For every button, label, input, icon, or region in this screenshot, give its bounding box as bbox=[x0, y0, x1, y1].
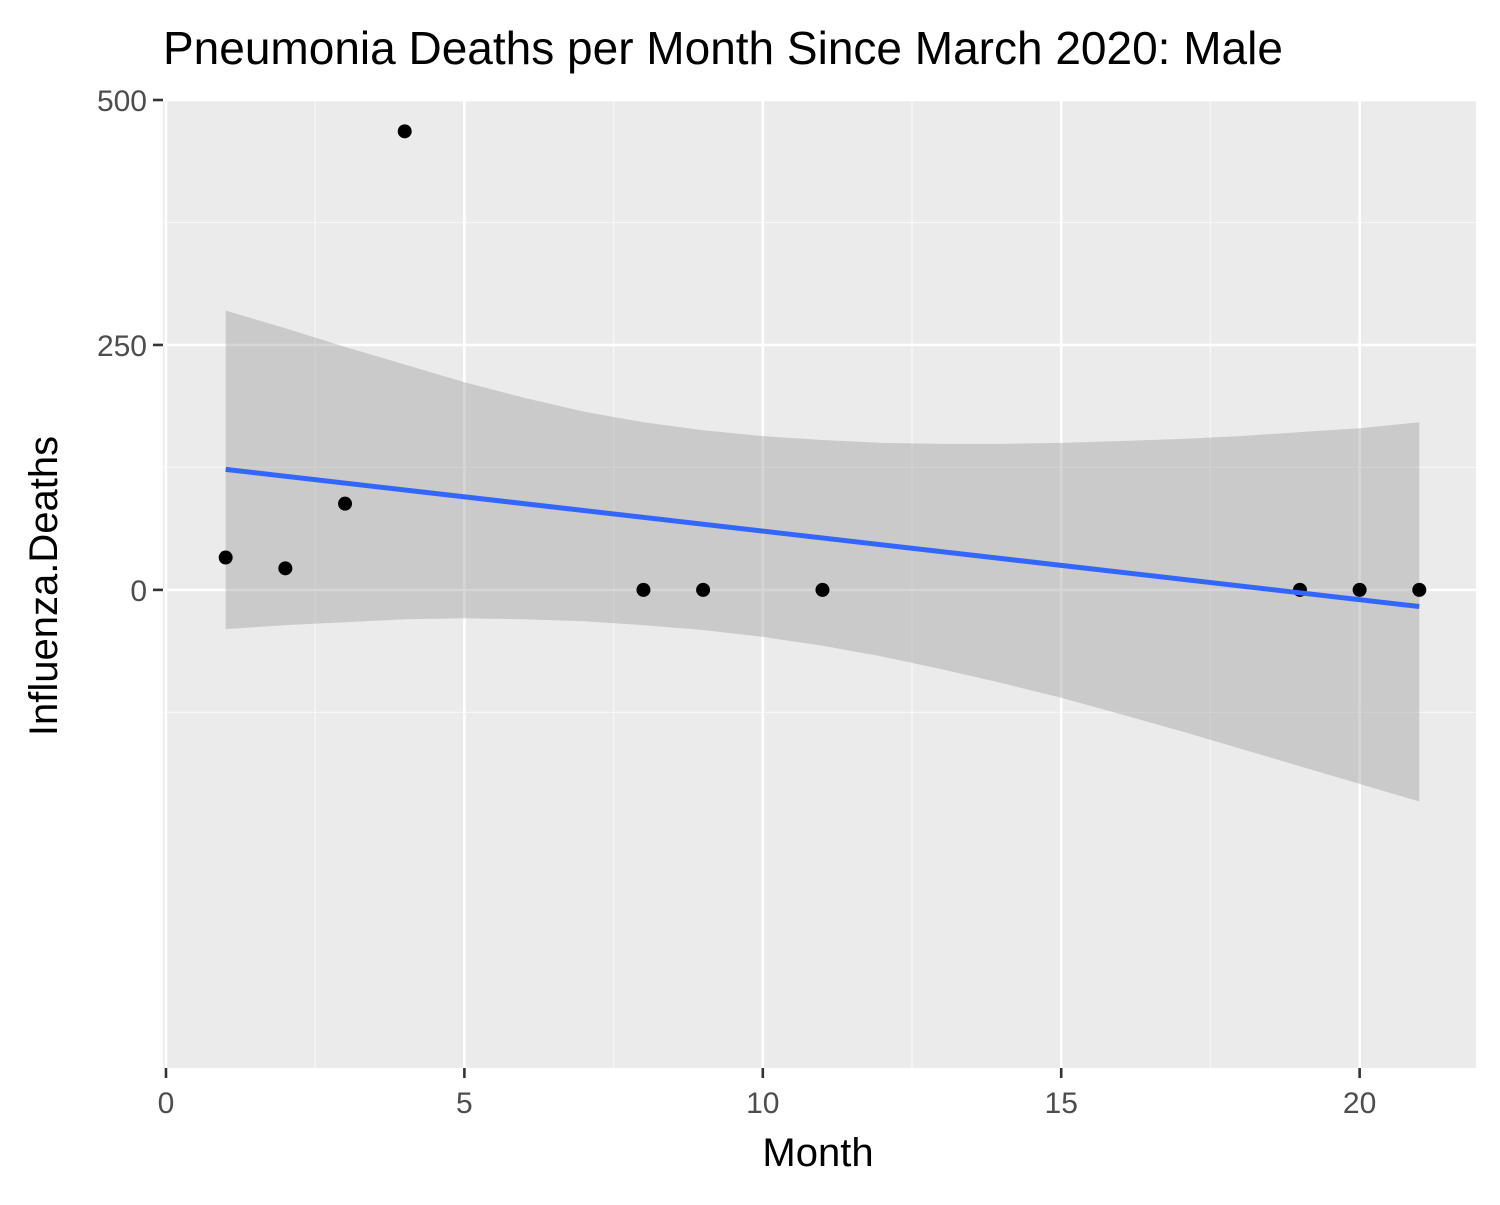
data-point bbox=[1352, 582, 1367, 597]
data-point bbox=[397, 124, 412, 139]
points-layer bbox=[218, 124, 1427, 597]
y-tick-label: 500 bbox=[97, 85, 147, 118]
data-point bbox=[815, 582, 830, 597]
major-gridlines bbox=[163, 98, 1476, 1068]
minor-gridlines bbox=[163, 100, 1476, 1068]
data-point bbox=[636, 582, 651, 597]
trend-line bbox=[225, 466, 1420, 610]
x-tick-label: 5 bbox=[456, 1087, 473, 1120]
chart-title: Pneumonia Deaths per Month Since March 2… bbox=[163, 22, 1283, 74]
y-tick-label: 250 bbox=[97, 330, 147, 363]
x-tick-label: 20 bbox=[1343, 1087, 1376, 1120]
data-point bbox=[218, 550, 233, 565]
y-axis-title: Influenza.Deaths bbox=[22, 436, 66, 736]
x-tick-label: 0 bbox=[158, 1087, 175, 1120]
y-axis: 0 250 500 bbox=[97, 85, 163, 608]
data-point bbox=[696, 582, 711, 597]
x-axis: 0 5 10 15 20 bbox=[158, 1068, 1376, 1120]
x-tick-label: 10 bbox=[746, 1087, 779, 1120]
data-point bbox=[278, 561, 293, 576]
y-tick-label: 0 bbox=[130, 575, 147, 608]
confidence-band bbox=[225, 310, 1420, 802]
confidence-band-layer bbox=[225, 310, 1420, 802]
data-point bbox=[1412, 582, 1427, 597]
x-axis-title: Month bbox=[762, 1131, 873, 1175]
data-point bbox=[338, 496, 353, 511]
trend-line-layer bbox=[225, 466, 1420, 610]
x-tick-label: 15 bbox=[1045, 1087, 1078, 1120]
